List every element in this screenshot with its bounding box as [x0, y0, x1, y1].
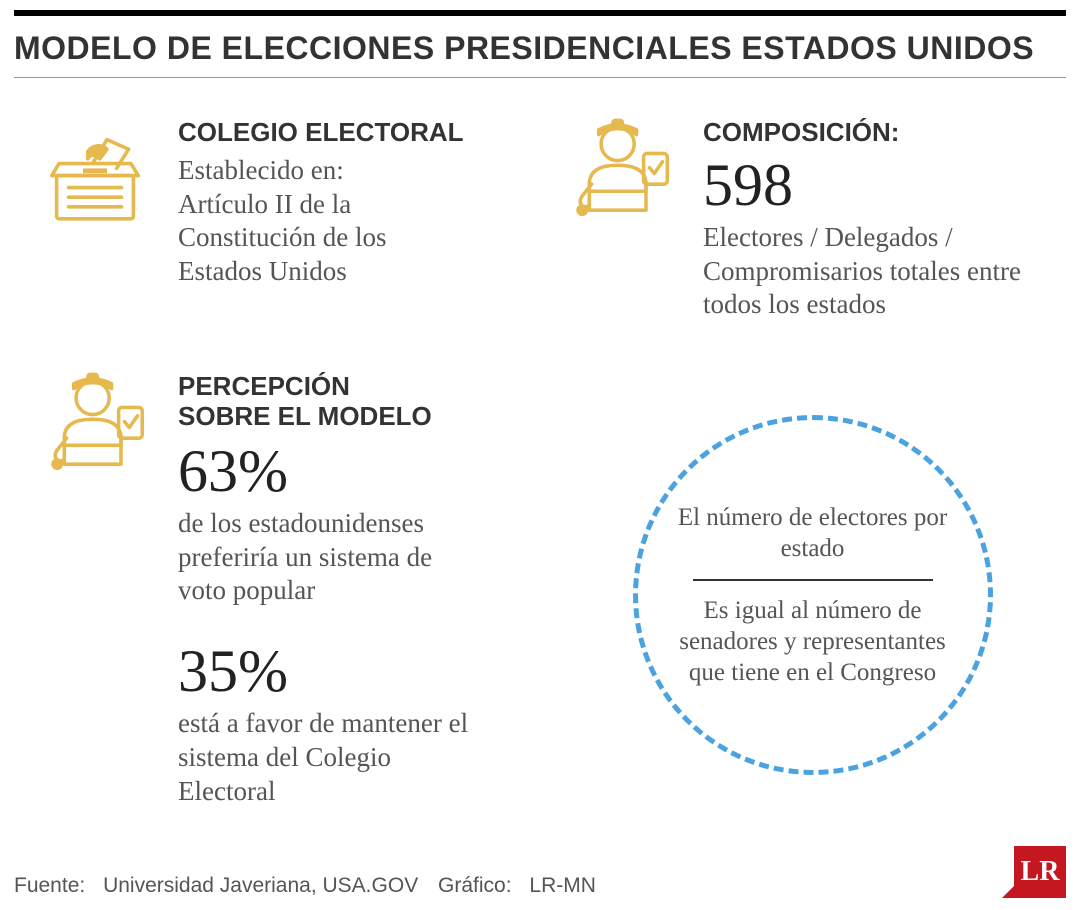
content-grid: COLEGIO ELECTORAL Establecido en: Artícu… — [0, 78, 1080, 828]
comp-heading: COMPOSICIÓN: — [703, 118, 1050, 148]
cell-colegio: COLEGIO ELECTORAL Establecido en: Artícu… — [30, 118, 525, 322]
colegio-sub2: Artículo II de la Constitución de los Es… — [178, 188, 458, 289]
perc-p1-desc: de los estadounidenses preferiría un sis… — [178, 507, 478, 608]
source-value: Universidad Javeriana, USA.GOV — [103, 874, 418, 897]
cell-percepcion: PERCEPCIÓN SOBRE EL MODELO 63% de los es… — [30, 372, 525, 808]
voter-person-icon — [555, 118, 685, 248]
cell-composicion: COMPOSICIÓN: 598 Electores / Delegados /… — [555, 118, 1050, 322]
comp-desc: Electores / Delegados / Compromisarios t… — [703, 221, 1023, 322]
ballot-box-icon — [30, 118, 160, 238]
voter-person-icon-2 — [30, 372, 160, 502]
lr-logo: LR — [1014, 846, 1066, 898]
circle-divider — [693, 579, 933, 581]
circle-top-text: El número de electores por estado — [668, 502, 958, 565]
perc-heading: PERCEPCIÓN SOBRE EL MODELO — [178, 372, 438, 432]
graphic-value: LR-MN — [529, 874, 596, 897]
colegio-heading: COLEGIO ELECTORAL — [178, 118, 525, 148]
perc-p2-desc: está a favor de mantener el sistema del … — [178, 707, 478, 808]
footer: Fuente: Universidad Javeriana, USA.GOV G… — [14, 846, 1066, 898]
cell-circle: El número de electores por estado Es igu… — [555, 372, 1050, 808]
graphic-label: Gráfico: — [438, 874, 512, 897]
source-label: Fuente: — [14, 874, 85, 897]
lr-logo-text: LR — [1021, 856, 1060, 888]
footer-credits: Fuente: Universidad Javeriana, USA.GOV G… — [14, 874, 596, 898]
top-rule — [14, 10, 1066, 16]
circle-bottom-text: Es igual al número de senadores y repres… — [668, 595, 958, 689]
comp-number: 598 — [703, 154, 1050, 217]
perc-p2-num: 35% — [178, 640, 525, 703]
page-title: MODELO DE ELECCIONES PRESIDENCIALES ESTA… — [14, 30, 1066, 67]
perc-p1-num: 63% — [178, 440, 525, 503]
colegio-sub1: Establecido en: — [178, 154, 525, 188]
info-circle: El número de electores por estado Es igu… — [633, 415, 993, 775]
